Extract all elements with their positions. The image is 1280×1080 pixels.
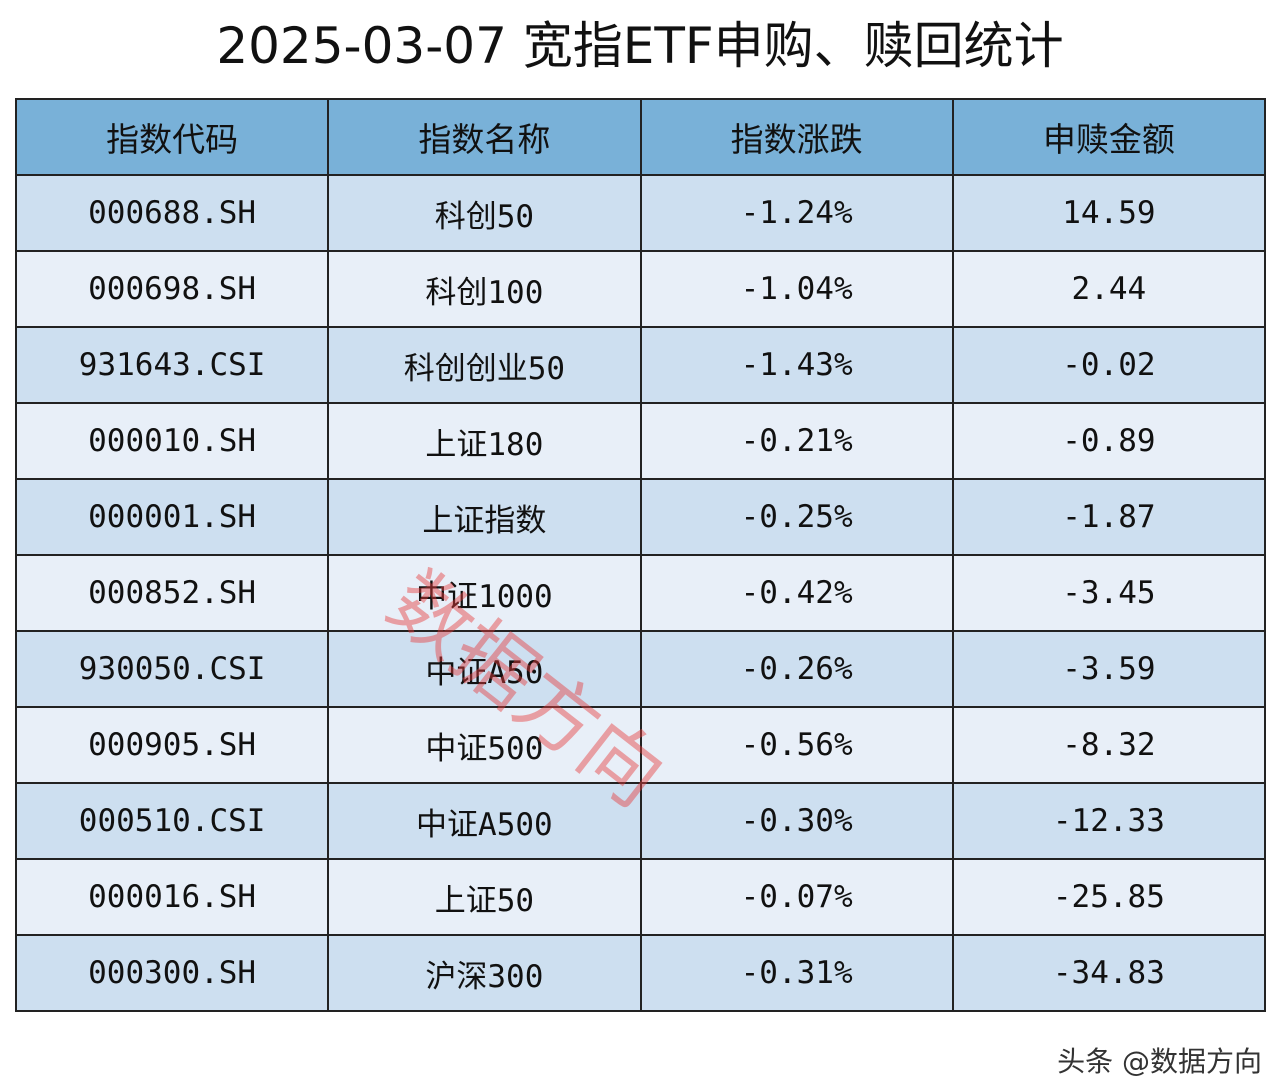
table-row: 000688.SH 科创50 -1.24% 14.59 bbox=[14, 174, 1267, 252]
table-cell: -3.45 bbox=[951, 554, 1267, 632]
table-cell: 14.59 bbox=[951, 174, 1267, 252]
table-cell: 上证50 bbox=[327, 858, 642, 936]
table-cell: 上证指数 bbox=[327, 478, 642, 556]
column-header: 指数代码 bbox=[14, 98, 330, 176]
table-cell: 000016.SH bbox=[14, 858, 330, 936]
table-cell: -0.02 bbox=[951, 326, 1267, 404]
table-cell: -0.89 bbox=[951, 402, 1267, 480]
table-cell: 上证180 bbox=[327, 402, 642, 480]
table-row: 000300.SH 沪深300 -0.31% -34.83 bbox=[14, 934, 1267, 1012]
table-cell: -1.04% bbox=[639, 250, 954, 328]
table-cell: 931643.CSI bbox=[14, 326, 330, 404]
table-row: 000852.SH 中证1000 -0.42% -3.45 bbox=[14, 554, 1267, 632]
table-cell: -0.30% bbox=[639, 782, 954, 860]
table-row: 000510.CSI 中证A500 -0.30% -12.33 bbox=[14, 782, 1267, 860]
table-cell: -25.85 bbox=[951, 858, 1267, 936]
table-row: 000905.SH 中证500 -0.56% -8.32 bbox=[14, 706, 1267, 784]
table-cell: 930050.CSI bbox=[14, 630, 330, 708]
table-cell: 000300.SH bbox=[14, 934, 330, 1012]
table-cell: 科创50 bbox=[327, 174, 642, 252]
table-cell: -0.21% bbox=[639, 402, 954, 480]
table-row: 000698.SH 科创100 -1.04% 2.44 bbox=[14, 250, 1267, 328]
table-cell: 000852.SH bbox=[14, 554, 330, 632]
header-row: 指数代码 指数名称 指数涨跌 申赎金额 bbox=[14, 98, 1267, 176]
table-cell: -34.83 bbox=[951, 934, 1267, 1012]
table-cell: 沪深300 bbox=[327, 934, 642, 1012]
data-table: 指数代码 指数名称 指数涨跌 申赎金额 000688.SH 科创50 -1.24% 14.5… bbox=[14, 98, 1267, 1012]
table-cell: 000510.CSI bbox=[14, 782, 330, 860]
column-header: 指数名称 bbox=[327, 98, 642, 176]
table-cell: -0.56% bbox=[639, 706, 954, 784]
table-cell: -0.26% bbox=[639, 630, 954, 708]
table-cell: 中证1000 bbox=[327, 554, 642, 632]
table-cell: 中证A500 bbox=[327, 782, 642, 860]
title: 2025-03-07 宽指ETF申购、赎回统计 bbox=[216, 17, 1064, 75]
table-cell: -12.33 bbox=[951, 782, 1267, 860]
table-cell: 科创100 bbox=[327, 250, 642, 328]
table-cell: 000698.SH bbox=[14, 250, 330, 328]
table-row: 000001.SH 上证指数 -0.25% -1.87 bbox=[14, 478, 1267, 556]
table-row: 930050.CSI 中证A50 -0.26% -3.59 bbox=[14, 630, 1267, 708]
table-cell: -1.24% bbox=[639, 174, 954, 252]
table-row: 000016.SH 上证50 -0.07% -25.85 bbox=[14, 858, 1267, 936]
table-cell: 2.44 bbox=[951, 250, 1267, 328]
table-cell: 中证500 bbox=[327, 706, 642, 784]
table-cell: -1.87 bbox=[951, 478, 1267, 556]
table-cell: 000905.SH bbox=[14, 706, 330, 784]
table-cell: -0.25% bbox=[639, 478, 954, 556]
table-cell: -0.31% bbox=[639, 934, 954, 1012]
table-cell: 000001.SH bbox=[14, 478, 330, 556]
table-cell: 科创创业50 bbox=[327, 326, 642, 404]
table-row: 000010.SH 上证180 -0.21% -0.89 bbox=[14, 402, 1267, 480]
table-cell: 000010.SH bbox=[14, 402, 330, 480]
column-header: 指数涨跌 bbox=[639, 98, 954, 176]
column-header: 申赎金额 bbox=[951, 98, 1267, 176]
table-row: 931643.CSI 科创创业50 -1.43% -0.02 bbox=[14, 326, 1267, 404]
table-cell: -8.32 bbox=[951, 706, 1267, 784]
table-cell: 000688.SH bbox=[14, 174, 330, 252]
table-cell: -1.43% bbox=[639, 326, 954, 404]
table-cell: 中证A50 bbox=[327, 630, 642, 708]
footer: 头条 @数据方向 bbox=[1057, 1045, 1262, 1078]
table-cell: -0.42% bbox=[639, 554, 954, 632]
table-cell: -0.07% bbox=[639, 858, 954, 936]
table-cell: -3.59 bbox=[951, 630, 1267, 708]
